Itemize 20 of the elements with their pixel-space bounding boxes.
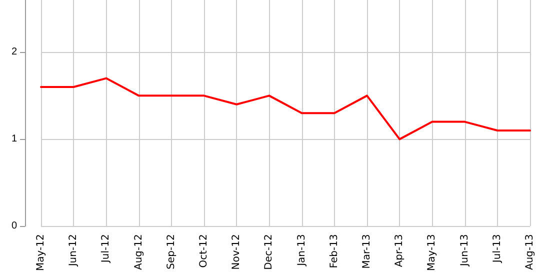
y-tick-label: 0	[11, 220, 18, 232]
x-tick-label: Jul-12	[100, 234, 112, 264]
x-tick-label: Jun-12	[68, 234, 80, 268]
x-tick-label: Sep-12	[166, 234, 177, 270]
x-tick-label: May-12	[36, 234, 46, 272]
x-tick-label: Jun-13	[459, 234, 470, 268]
x-tick-label: Jan-13	[296, 234, 308, 267]
y-tick-label: 2	[11, 46, 18, 58]
x-tick-label: Aug-12	[133, 234, 144, 270]
x-tick-label: Feb-13	[328, 234, 340, 268]
x-tick-label: Apr-13	[394, 234, 406, 268]
x-tick-label: Mar-13	[362, 234, 372, 269]
line-series	[40, 77, 531, 140]
x-tick-label: Aug-13	[524, 234, 536, 270]
y-tick-label: 1	[11, 134, 18, 145]
x-tick-label: Oct-12	[198, 234, 210, 268]
x-tick-label: Jul-13	[492, 234, 503, 264]
x-tick-label: May-13	[426, 234, 438, 272]
x-tick-label: Nov-12	[231, 234, 242, 270]
x-tick-label: Dec-12	[264, 234, 275, 270]
